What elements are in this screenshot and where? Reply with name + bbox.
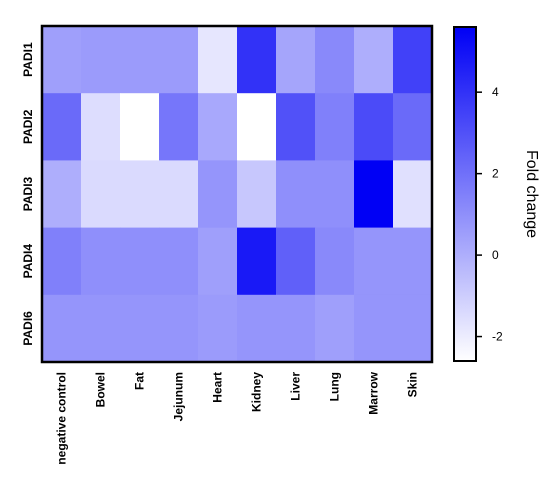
plot-frame [40,24,434,364]
heatmap-cell-padi1-skin [393,26,433,94]
heatmap-cell-padi2-kidney [237,93,277,161]
heatmap-cell-padi6-skin [393,294,433,363]
heatmap-cell-padi1-fat [120,26,160,94]
heatmap-cell-padi4-jejunum [159,227,199,296]
row-label-padi1: PADI1 [21,42,35,77]
heatmap-cell-padi6-heart [198,294,238,363]
heatmap-cell-padi3-liver [276,160,316,229]
heatmap-cell-padi3-negative-control [42,160,82,229]
heatmap-cell-padi6-bowel [81,294,121,363]
heatmap-cell-padi6-negative-control [42,294,82,363]
column-label-heart: Heart [211,372,225,403]
heatmap-cell-padi3-marrow [354,160,394,229]
heatmap-cell-padi3-skin [393,160,433,229]
colorbar [454,27,476,361]
colorbar-title: Fold change [523,150,540,238]
heatmap-cell-padi3-lung [315,160,355,229]
column-label-marrow: Marrow [367,371,381,414]
heatmap-cell-padi1-liver [276,26,316,94]
heatmap-cell-padi2-lung [315,93,355,161]
colorbar-tick-label: 0 [492,248,499,262]
heatmap-cell-padi4-bowel [81,227,121,296]
heatmap-cell-padi1-jejunum [159,26,199,94]
heatmap-cell-padi2-bowel [81,93,121,161]
heatmap-cell-padi1-negative-control [42,26,82,94]
row-label-padi4: PADI4 [21,244,35,279]
column-label-skin: Skin [406,372,420,397]
heatmap-cell-padi3-kidney [237,160,277,229]
column-label-lung: Lung [328,372,342,401]
column-labels: negative control Bowel Fat Jejunum Heart Kidn… [55,371,420,464]
heatmap-cell-padi6-lung [315,294,355,363]
column-label-kidney: Kidney [250,372,264,412]
heatmap-cell-padi6-marrow [354,294,394,363]
heatmap-cell-padi1-marrow [354,26,394,94]
heatmap-cell-padi1-kidney [237,26,277,94]
colorbar-tick-label: 2 [492,167,499,181]
colorbar-tick-label: -2 [492,330,503,344]
heatmap-cell-padi4-heart [198,227,238,296]
heatmap-cell-padi2-fat [120,93,160,161]
heatmap-cell-padi3-jejunum [159,160,199,229]
row-label-padi2: PADI2 [21,109,35,144]
column-label-bowel: Bowel [94,372,108,407]
heatmap-cell-padi4-skin [393,227,433,296]
column-label-fat: Fat [133,372,147,390]
heatmap-cell-padi2-negative-control [42,93,82,161]
row-labels: PADI1 PADI2 PADI3 PADI4 PADI6 [21,42,35,346]
row-label-padi6: PADI6 [21,311,35,346]
heatmap-cell-padi2-heart [198,93,238,161]
heatmap-cell-padi1-heart [198,26,238,94]
heatmap-cell-padi2-skin [393,93,433,161]
column-label-jejunum: Jejunum [172,372,186,421]
colorbar-frame [453,26,477,362]
heatmap-cell-padi4-kidney [237,227,277,296]
heatmap-cell-padi6-kidney [237,294,277,363]
colorbar-tick-label: 4 [492,85,499,99]
heatmap-cell-padi2-liver [276,93,316,161]
heatmap-cell-padi3-bowel [81,160,121,229]
column-label-liver: Liver [289,372,303,401]
heatmap-cells [42,26,433,363]
heatmap-cell-padi3-fat [120,160,160,229]
heatmap-cell-padi2-marrow [354,93,394,161]
heatmap-cell-padi1-lung [315,26,355,94]
heatmap-cell-padi3-heart [198,160,238,229]
heatmap-cell-padi1-bowel [81,26,121,94]
heatmap-cell-padi6-liver [276,294,316,363]
heatmap-cell-padi6-jejunum [159,294,199,363]
colorbar-ticks: -2 0 2 4 [476,85,503,344]
heatmap-cell-padi4-fat [120,227,160,296]
heatmap-cell-padi6-fat [120,294,160,363]
heatmap-cell-padi4-negative-control [42,227,82,296]
heatmap-cell-padi4-liver [276,227,316,296]
heatmap-cell-padi2-jejunum [159,93,199,161]
row-label-padi3: PADI3 [21,176,35,211]
heatmap-cell-padi4-lung [315,227,355,296]
column-label-negative-control: negative control [55,372,69,465]
heatmap-cell-padi4-marrow [354,227,394,296]
